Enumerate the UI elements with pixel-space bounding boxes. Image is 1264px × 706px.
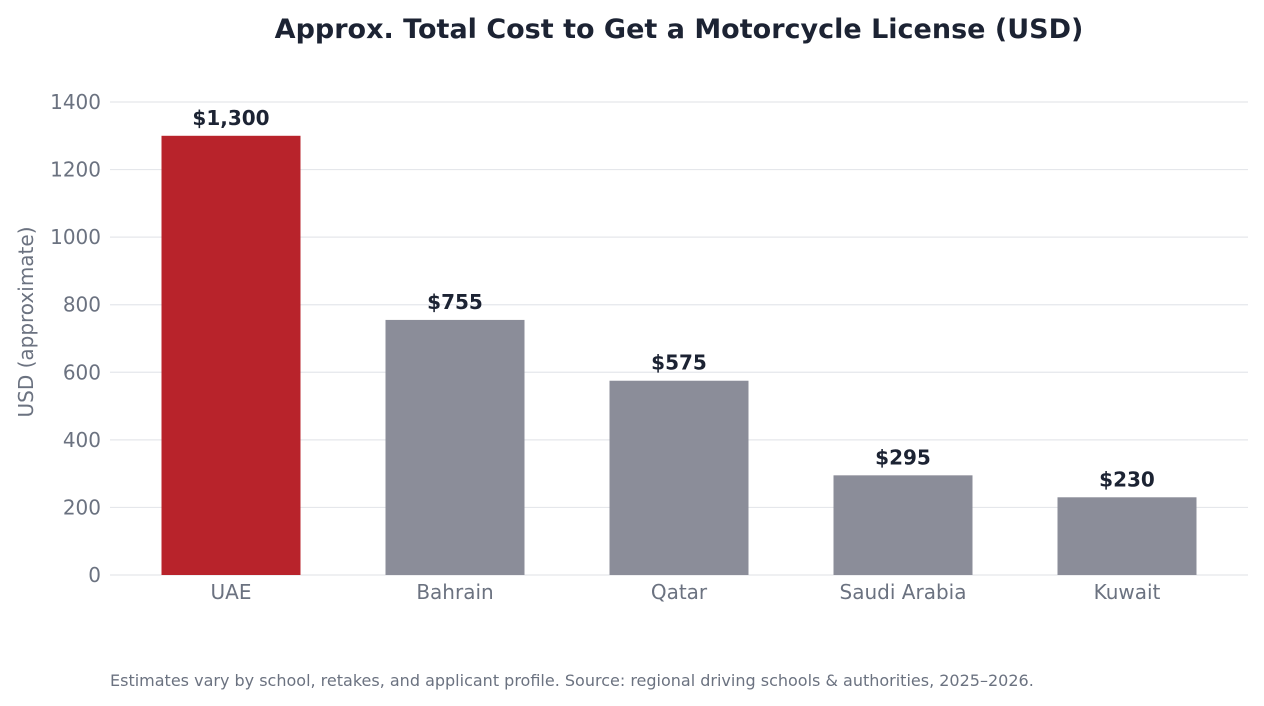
data-label: $230: [1099, 467, 1155, 491]
x-tick-label: Kuwait: [1094, 580, 1161, 604]
y-tick-label: 800: [63, 293, 101, 317]
y-tick-label: 400: [63, 428, 101, 452]
y-tick-label: 1400: [50, 90, 101, 114]
data-label: $1,300: [192, 106, 269, 130]
y-axis-label: USD (approximate): [14, 226, 38, 417]
data-label: $295: [875, 445, 931, 469]
y-tick-label: 200: [63, 495, 101, 519]
data-label: $575: [651, 351, 707, 375]
data-labels: $1,300 $755 $575 $295 $230: [192, 106, 1154, 492]
y-tick-label: 600: [63, 360, 101, 384]
bar-bahrain: [385, 319, 525, 575]
x-tick-label: Qatar: [651, 580, 708, 604]
footnote: Estimates vary by school, retakes, and a…: [110, 671, 1034, 690]
x-tick-label: UAE: [211, 580, 252, 604]
y-axis-ticks: 0 200 400 600 800 1000 1200 1400: [50, 90, 101, 587]
bars: [161, 135, 1197, 576]
x-tick-label: Saudi Arabia: [840, 580, 967, 604]
x-tick-label: Bahrain: [416, 580, 493, 604]
x-axis-ticks: UAE Bahrain Qatar Saudi Arabia Kuwait: [211, 580, 1161, 604]
bar-saudi-arabia: [833, 475, 973, 575]
bar-qatar: [609, 380, 749, 575]
data-label: $755: [427, 290, 483, 314]
y-tick-label: 0: [88, 563, 101, 587]
bar-uae: [161, 135, 301, 576]
chart-title: Approx. Total Cost to Get a Motorcycle L…: [275, 14, 1084, 45]
bar-kuwait: [1057, 497, 1197, 575]
y-tick-label: 1200: [50, 158, 101, 182]
y-tick-label: 1000: [50, 225, 101, 249]
